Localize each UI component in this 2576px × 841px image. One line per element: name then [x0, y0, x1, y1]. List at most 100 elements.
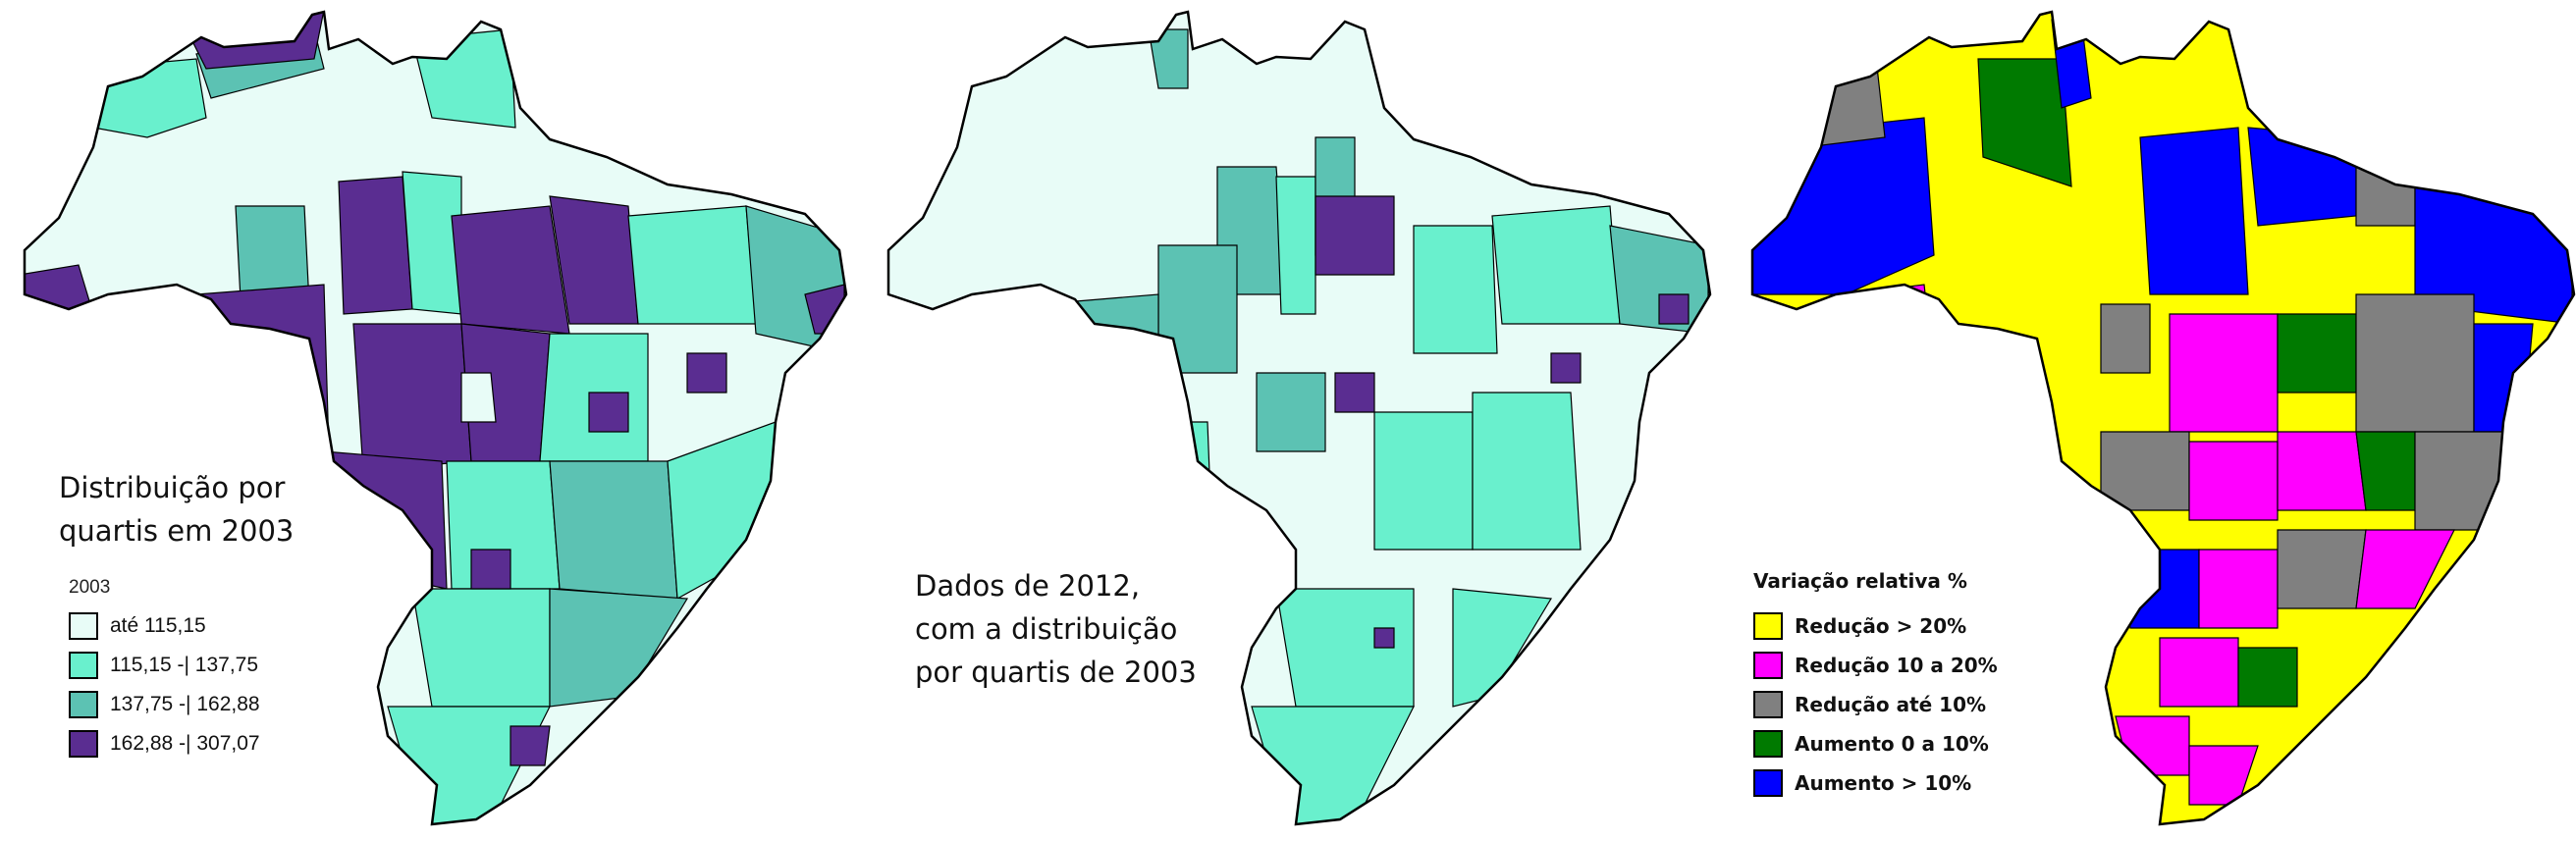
region-reducao-10-20	[2198, 549, 2279, 629]
caption-2003: Distribuição por quartis em 2003	[59, 466, 294, 552]
legend-item: Redução 10 a 20%	[1753, 646, 1998, 685]
region-aumento-0-10	[2041, 490, 2092, 551]
region-q4	[338, 176, 413, 315]
legend-title: Variação relativa %	[1753, 569, 1967, 593]
caption-2012: Dados de 2012, com a distribuição por qu…	[915, 564, 1197, 694]
caption-line: por quartis de 2003	[915, 656, 1197, 689]
region-reducao-10-20	[2169, 313, 2279, 433]
region-aumento-maior-10	[2473, 323, 2534, 433]
region-aumento-maior-10	[1752, 117, 1935, 295]
legend-label: Aumento > 10%	[1795, 771, 1972, 795]
region-reducao-10-20	[2277, 431, 2367, 511]
region-q3	[549, 588, 689, 708]
region-q3	[1256, 372, 1326, 452]
legend-label: 162,88 -| 307,07	[110, 732, 260, 755]
region-q4	[1334, 372, 1375, 413]
map-panel-2012: Dados de 2012, com a distribuição por qu…	[864, 0, 1728, 841]
region-q1	[460, 372, 497, 423]
region-reducao-10-20	[2355, 529, 2455, 609]
region-aumento-maior-10	[2247, 127, 2357, 227]
legend-label: até 115,15	[110, 614, 206, 637]
region-aumento-0-10	[2355, 431, 2416, 511]
region-q2	[411, 588, 551, 708]
legend-swatch	[1753, 769, 1783, 797]
region-reducao-10-20	[2188, 441, 2279, 521]
region-aumento-maior-10	[1962, 421, 2063, 551]
region-aumento-0-10	[2277, 313, 2357, 394]
region-reducao-10-20	[1845, 284, 1935, 374]
legend-swatch	[1753, 691, 1783, 718]
map-panel-variation: Variação relativa % Redução > 20% Reduçã…	[1728, 0, 2576, 841]
legend-label: Aumento 0 a 10%	[1795, 732, 1989, 756]
legend-swatch	[1753, 730, 1783, 758]
caption-line: com a distribuição	[915, 612, 1178, 646]
region-reducao-ate-10	[2100, 431, 2190, 511]
legend-label: 137,75 -| 162,88	[110, 693, 260, 715]
legend-item: até 115,15	[69, 606, 260, 646]
legend-swatch	[1753, 652, 1783, 679]
legend-item: Redução até 10%	[1753, 685, 1998, 724]
map-panel-2003: Distribuição por quartis em 2003 2003 at…	[0, 0, 864, 841]
region-q4	[1658, 293, 1690, 325]
region-q2	[1491, 205, 1621, 325]
region-reducao-10-20	[2159, 637, 2239, 708]
legend-item: Aumento > 10%	[1753, 763, 1998, 803]
legend-label: Redução até 10%	[1795, 693, 1987, 716]
region-q4	[451, 205, 570, 335]
region-reducao-ate-10	[1786, 48, 1886, 148]
legend-label: Redução > 20%	[1795, 614, 1967, 638]
legend-label: Redução 10 a 20%	[1795, 654, 1998, 677]
caption-line: Distribuição por	[59, 471, 286, 504]
region-aumento-maior-10	[2139, 127, 2249, 295]
region-reducao-ate-10	[2355, 293, 2475, 433]
region-reducao-ate-10	[2414, 431, 2504, 531]
brazil-map-2012	[886, 10, 1712, 826]
region-q4	[510, 725, 551, 766]
legend-label: 115,15 -| 137,75	[110, 654, 259, 676]
region-q4	[686, 352, 727, 394]
region-q3	[745, 205, 845, 354]
region-q2	[1128, 421, 1213, 551]
region-q3	[1148, 28, 1189, 89]
legend-item: 162,88 -| 307,07	[69, 724, 260, 763]
legend-item: 137,75 -| 162,88	[69, 685, 260, 724]
region-q4	[1069, 382, 1125, 521]
region-q2	[1275, 176, 1316, 315]
legend-2003: 2003 até 115,15 115,15 -| 137,75 137,75 …	[69, 577, 260, 763]
region-q2	[627, 205, 757, 325]
region-reducao-ate-10	[2100, 303, 2151, 374]
region-q4	[1373, 627, 1395, 649]
brazil-map-variation	[1750, 10, 2576, 826]
region-q4	[1315, 195, 1395, 276]
legend-swatch	[69, 730, 98, 758]
legend-swatch	[69, 612, 98, 640]
region-reducao-ate-10	[2277, 529, 2367, 609]
region-q3	[1157, 244, 1238, 374]
legend-variation: Variação relativa % Redução > 20% Reduçã…	[1753, 569, 1998, 803]
region-q2	[1413, 225, 1498, 354]
region-aumento-0-10	[2237, 647, 2298, 708]
legend-item: Redução > 20%	[1753, 606, 1998, 646]
region-reducao-10-20	[1766, 313, 1866, 394]
region-q4	[323, 450, 448, 590]
region-reducao-10-20	[2188, 745, 2259, 806]
caption-line: Dados de 2012,	[915, 569, 1141, 603]
region-q2	[1373, 411, 1474, 551]
region-q2	[402, 171, 462, 315]
brazil-map-2003	[23, 10, 848, 826]
region-q4	[352, 323, 472, 472]
legend-title: 2003	[69, 577, 111, 598]
legend-item: Aumento 0 a 10%	[1753, 724, 1998, 763]
region-q4	[1550, 352, 1582, 384]
caption-line: quartis em 2003	[59, 514, 295, 548]
region-q4	[195, 284, 330, 452]
region-aumento-0-10	[1977, 58, 2072, 187]
region-q2	[1472, 392, 1582, 551]
region-q3	[549, 460, 678, 600]
region-q3	[1040, 293, 1159, 374]
legend-swatch	[69, 691, 98, 718]
region-q4	[588, 392, 629, 433]
legend-swatch	[69, 652, 98, 679]
region-q2	[1452, 588, 1553, 708]
legend-swatch	[1753, 612, 1783, 640]
